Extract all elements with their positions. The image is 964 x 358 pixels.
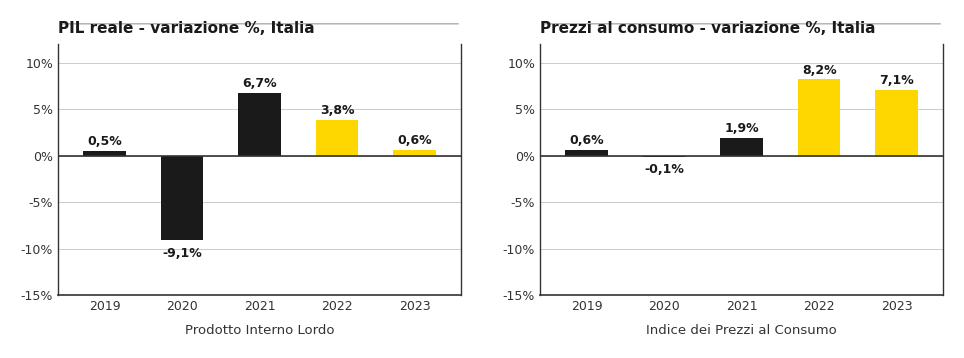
Text: 8,2%: 8,2% [802,63,837,77]
Text: 0,6%: 0,6% [397,134,432,147]
X-axis label: Prodotto Interno Lordo: Prodotto Interno Lordo [185,324,335,337]
Bar [393,150,436,156]
Text: -0,1%: -0,1% [644,163,684,176]
Text: 3,8%: 3,8% [320,105,355,117]
Bar [316,120,359,156]
Text: PIL reale - variazione %, Italia: PIL reale - variazione %, Italia [58,21,314,36]
Text: -9,1%: -9,1% [162,247,202,260]
Text: 0,6%: 0,6% [570,134,603,147]
X-axis label: Indice dei Prezzi al Consumo: Indice dei Prezzi al Consumo [646,324,837,337]
Text: Prezzi al consumo - variazione %, Italia: Prezzi al consumo - variazione %, Italia [540,21,875,36]
Bar [83,151,126,156]
Bar [875,90,918,156]
Text: 1,9%: 1,9% [724,122,759,135]
Bar [798,79,841,156]
Text: 7,1%: 7,1% [879,74,914,87]
Text: 0,5%: 0,5% [87,135,122,148]
Bar [161,156,203,240]
Bar [238,93,281,156]
Text: 6,7%: 6,7% [242,77,277,91]
Bar [565,150,608,156]
Bar [720,138,763,156]
